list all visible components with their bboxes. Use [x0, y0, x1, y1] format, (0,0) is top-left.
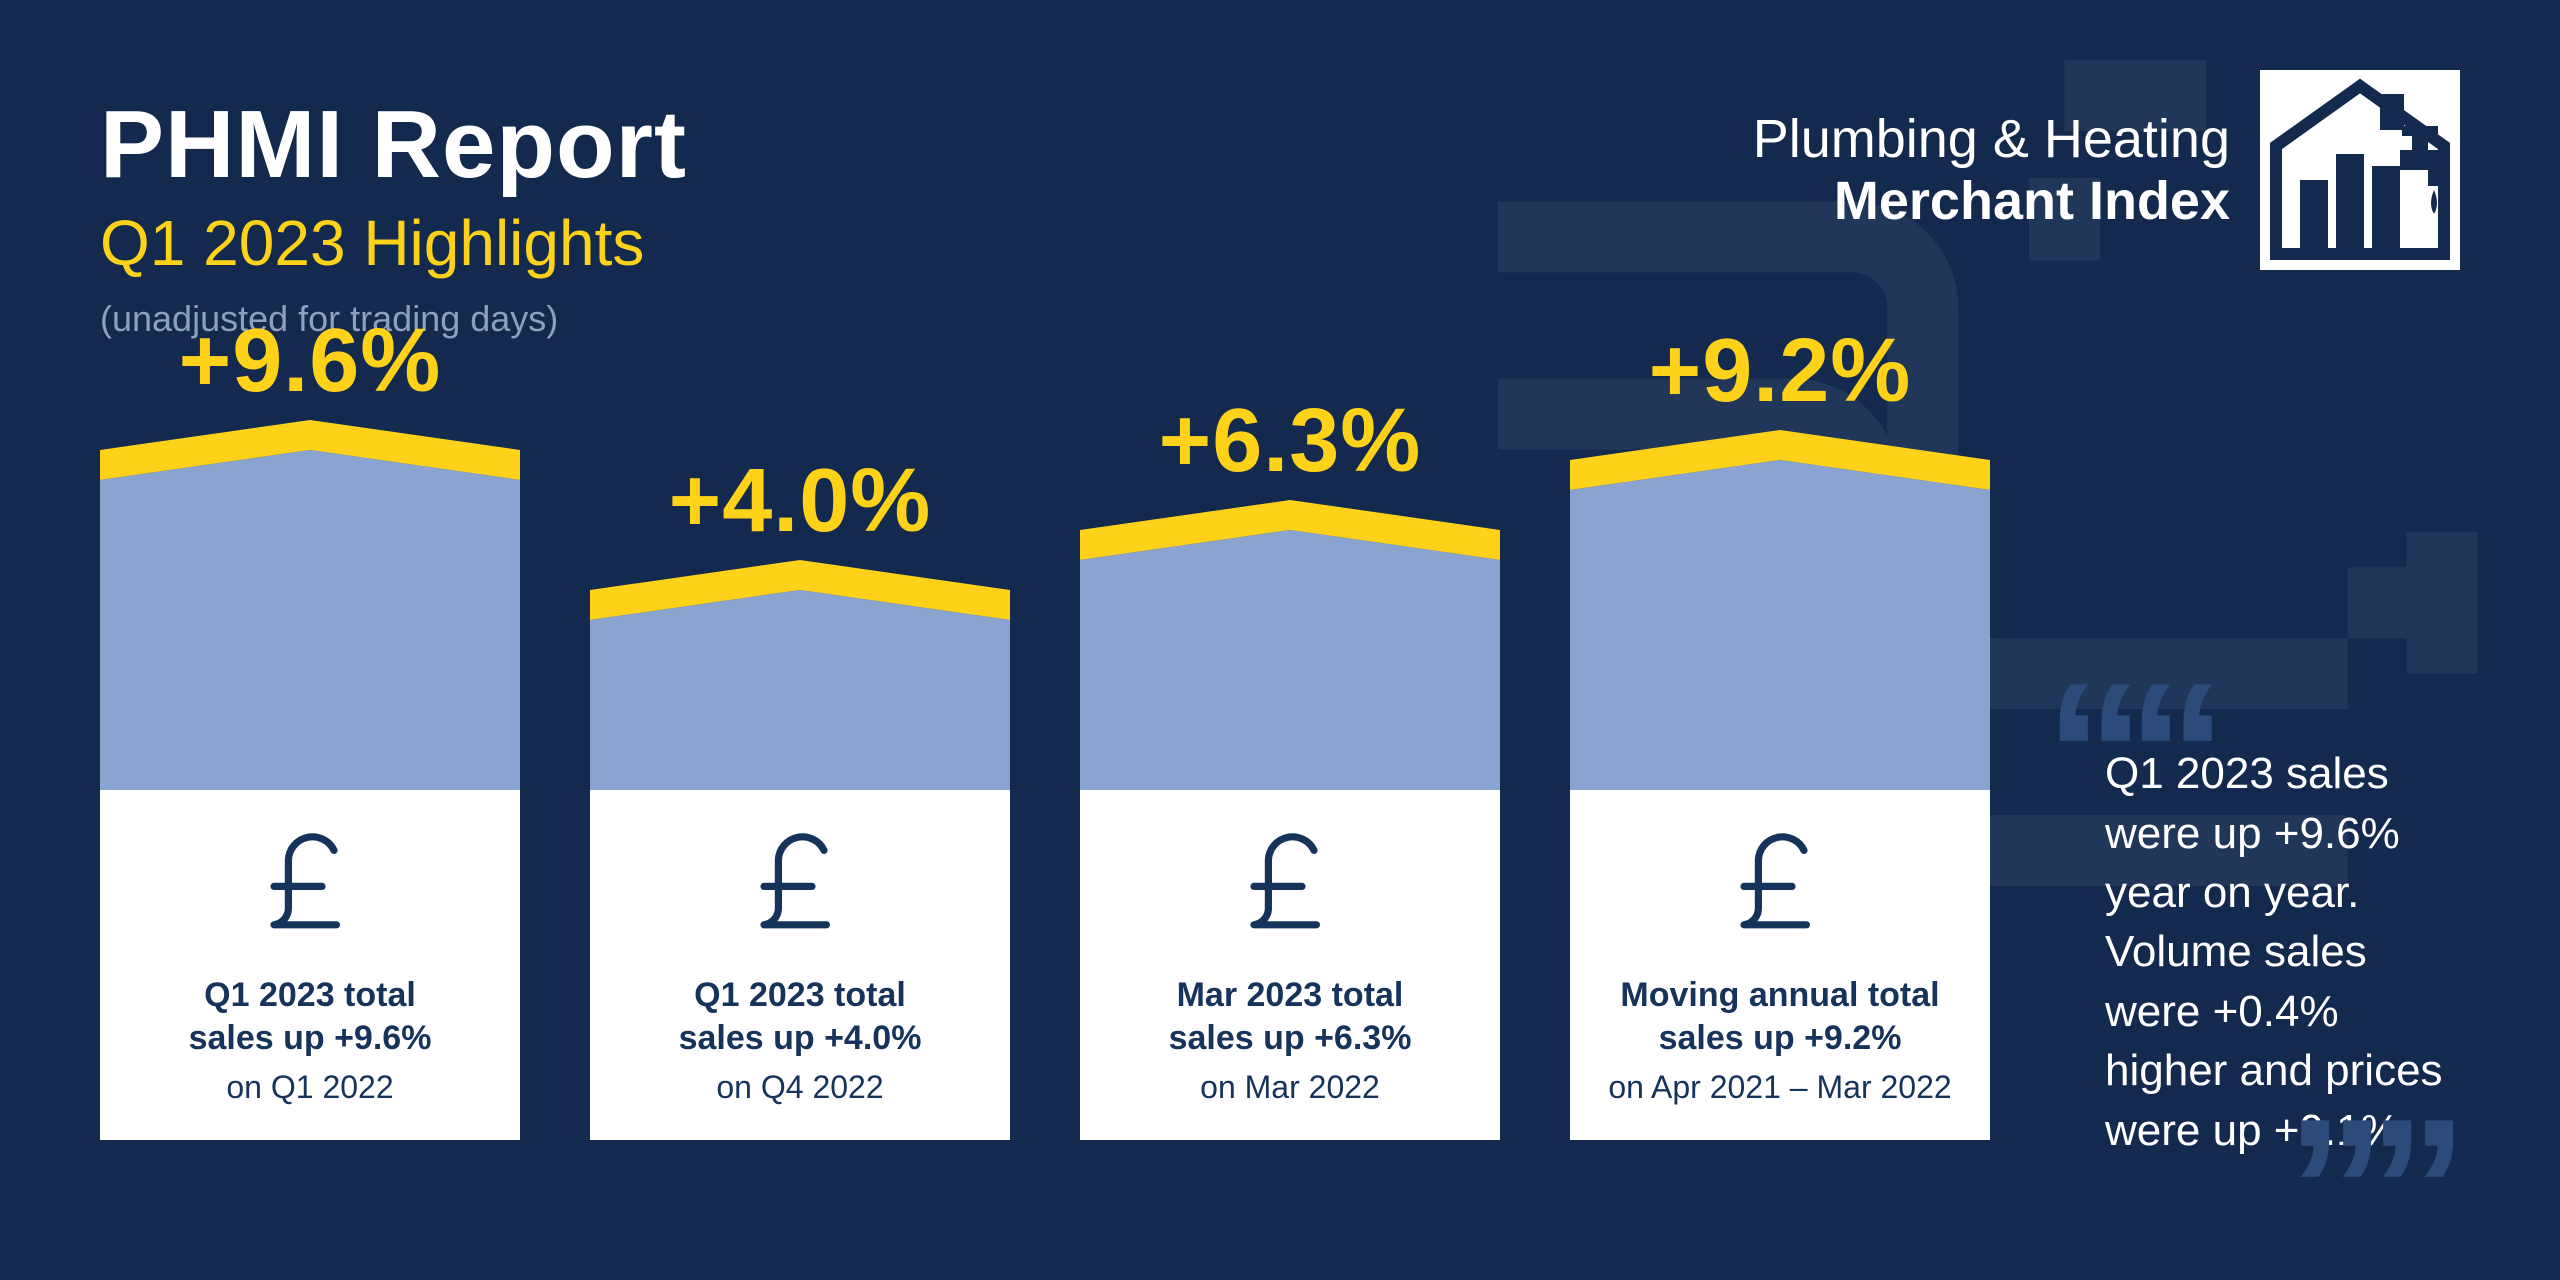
bar-3: +9.2% Moving annual totalsales up +9.2%o…	[1570, 430, 1990, 1170]
bar-body-blue	[1570, 460, 1990, 790]
brand-logo-icon	[2260, 70, 2460, 270]
bar-body-white: Q1 2023 totalsales up +9.6% on Q1 2022	[100, 790, 520, 1140]
report-title: PHMI Report	[100, 90, 687, 200]
bar-desc-bold: Q1 2023 totalsales up +4.0%	[679, 974, 922, 1059]
bar-1: +4.0% Q1 2023 totalsales up +4.0%on Q4 2…	[590, 560, 1010, 1170]
pound-icon	[1720, 824, 1840, 944]
bar-body-white: Q1 2023 totalsales up +4.0% on Q4 2022	[590, 790, 1010, 1140]
bar-body-white: Mar 2023 totalsales up +6.3% on Mar 2022	[1080, 790, 1500, 1140]
header: PHMI Report Q1 2023 Highlights (unadjust…	[100, 90, 687, 340]
bar-desc-light: on Q4 2022	[716, 1069, 883, 1106]
pound-icon	[1230, 824, 1350, 944]
report-subtitle: Q1 2023 Highlights	[100, 206, 687, 280]
bar-body-blue	[100, 450, 520, 790]
quote-block: ““ Q1 2023 sales were up +9.6% year on y…	[2055, 739, 2460, 1160]
pound-icon	[250, 824, 370, 944]
bar-desc-light: on Q1 2022	[226, 1069, 393, 1106]
bar-2: +6.3% Mar 2023 totalsales up +6.3%on Mar…	[1080, 500, 1500, 1170]
bar-desc-bold: Q1 2023 totalsales up +9.6%	[189, 974, 432, 1059]
bar-body-blue	[1080, 530, 1500, 790]
bars-container: +9.6% Q1 2023 totalsales up +9.6%on Q1 2…	[100, 350, 2100, 1170]
bar-body-white: Moving annual totalsales up +9.2% on Apr …	[1570, 790, 1990, 1140]
brand-logo-line1: Plumbing & Heating	[1753, 108, 2230, 170]
pound-icon	[740, 824, 860, 944]
bar-desc-light: on Mar 2022	[1200, 1069, 1380, 1106]
quote-text: Q1 2023 sales were up +9.6% year on year…	[2055, 739, 2460, 1160]
bar-pct-label: +9.2%	[1570, 320, 1990, 423]
bar-pct-label: +4.0%	[590, 450, 1010, 553]
bar-0: +9.6% Q1 2023 totalsales up +9.6%on Q1 2…	[100, 420, 520, 1170]
bar-desc-light: on Apr 2021 – Mar 2022	[1608, 1069, 1951, 1106]
bar-desc-bold: Mar 2023 totalsales up +6.3%	[1169, 974, 1412, 1059]
bar-desc-bold: Moving annual totalsales up +9.2%	[1620, 974, 1939, 1059]
bar-pct-label: +6.3%	[1080, 390, 1500, 493]
brand-logo-line2: Merchant Index	[1753, 170, 2230, 232]
brand-logo: Plumbing & Heating Merchant Index	[1753, 70, 2460, 270]
brand-logo-text: Plumbing & Heating Merchant Index	[1753, 108, 2230, 232]
bar-pct-label: +9.6%	[100, 310, 520, 413]
bar-body-blue	[590, 590, 1010, 790]
